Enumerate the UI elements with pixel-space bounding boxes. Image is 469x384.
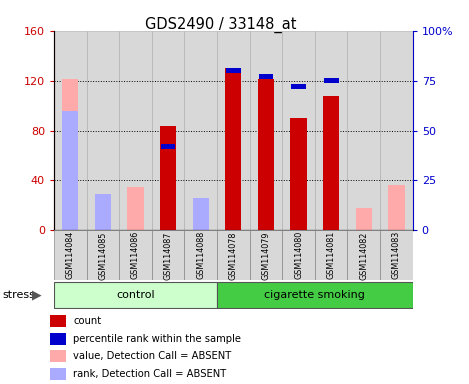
Bar	[95, 205, 111, 230]
Bar	[51, 315, 66, 327]
Bar	[184, 31, 217, 230]
Bar	[323, 96, 340, 230]
Bar	[388, 185, 405, 230]
Bar	[62, 111, 78, 230]
Bar	[161, 144, 175, 149]
Text: rank, Detection Call = ABSENT: rank, Detection Call = ABSENT	[73, 369, 227, 379]
Text: GSM114084: GSM114084	[66, 231, 75, 280]
Bar	[225, 68, 242, 230]
Text: GDS2490 / 33148_at: GDS2490 / 33148_at	[144, 17, 296, 33]
Bar	[193, 208, 209, 230]
Bar	[291, 84, 306, 89]
FancyBboxPatch shape	[54, 282, 217, 308]
Text: GSM114079: GSM114079	[261, 231, 271, 280]
Bar	[62, 79, 78, 230]
Text: stress: stress	[2, 290, 35, 300]
FancyBboxPatch shape	[152, 230, 184, 280]
Bar	[226, 68, 241, 73]
FancyBboxPatch shape	[380, 230, 413, 280]
Text: GSM114087: GSM114087	[164, 231, 173, 280]
Bar	[282, 31, 315, 230]
Text: GSM114088: GSM114088	[196, 231, 205, 280]
Text: value, Detection Call = ABSENT: value, Detection Call = ABSENT	[73, 351, 231, 361]
Text: GSM114085: GSM114085	[98, 231, 107, 280]
Text: GSM114083: GSM114083	[392, 231, 401, 280]
Bar	[258, 79, 274, 230]
Bar	[258, 74, 273, 79]
Bar	[51, 333, 66, 344]
FancyBboxPatch shape	[282, 230, 315, 280]
Text: GSM114081: GSM114081	[327, 231, 336, 280]
Bar	[193, 199, 209, 230]
Bar	[51, 351, 66, 362]
Bar	[250, 31, 282, 230]
Text: ▶: ▶	[32, 288, 42, 301]
Text: GSM114078: GSM114078	[229, 231, 238, 280]
Bar	[315, 31, 348, 230]
Bar	[217, 31, 250, 230]
Text: GSM114086: GSM114086	[131, 231, 140, 280]
Bar	[95, 194, 111, 230]
Bar	[54, 31, 87, 230]
Text: count: count	[73, 316, 101, 326]
Text: percentile rank within the sample: percentile rank within the sample	[73, 334, 241, 344]
FancyBboxPatch shape	[315, 230, 348, 280]
Text: GSM114082: GSM114082	[359, 231, 368, 280]
FancyBboxPatch shape	[217, 282, 413, 308]
FancyBboxPatch shape	[348, 230, 380, 280]
Bar	[348, 31, 380, 230]
Bar	[51, 368, 66, 380]
Text: cigarette smoking: cigarette smoking	[265, 290, 365, 300]
FancyBboxPatch shape	[87, 230, 119, 280]
Bar	[380, 31, 413, 230]
Bar	[119, 31, 152, 230]
FancyBboxPatch shape	[184, 230, 217, 280]
Bar	[356, 208, 372, 230]
FancyBboxPatch shape	[217, 230, 250, 280]
Bar	[160, 126, 176, 230]
FancyBboxPatch shape	[119, 230, 152, 280]
FancyBboxPatch shape	[250, 230, 282, 280]
Text: control: control	[116, 290, 155, 300]
Bar	[290, 118, 307, 230]
Bar	[87, 31, 119, 230]
Text: GSM114080: GSM114080	[294, 231, 303, 280]
Bar	[324, 78, 339, 83]
Bar	[127, 187, 144, 230]
FancyBboxPatch shape	[54, 230, 87, 280]
Bar	[152, 31, 184, 230]
